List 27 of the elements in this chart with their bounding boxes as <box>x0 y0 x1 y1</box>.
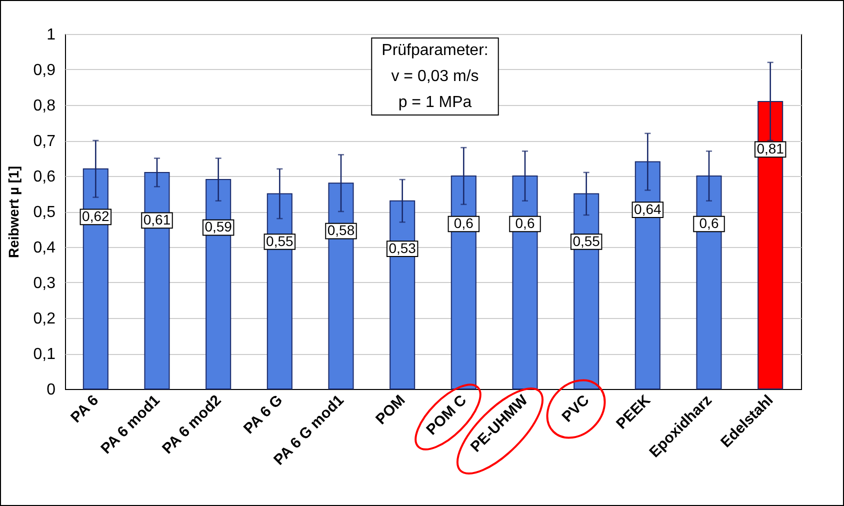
y-tick-label: 0,5 <box>33 204 56 221</box>
data-label: 0,55 <box>266 232 294 249</box>
data-label: 0,64 <box>634 200 662 217</box>
y-tick-label: 0,3 <box>33 275 56 292</box>
y-tick-label: 0,4 <box>33 240 56 256</box>
y-tick-label: 1 <box>46 26 56 44</box>
x-tick-label: PA 6 <box>68 392 102 426</box>
data-label: 0,81 <box>756 140 784 156</box>
data-label: 0,55 <box>572 232 600 249</box>
y-tick-label: 0,2 <box>33 310 56 328</box>
data-label: 0,6 <box>515 215 535 231</box>
data-label: 0,62 <box>82 208 110 224</box>
y-tick-label: 0,7 <box>33 133 56 150</box>
data-label: 0,58 <box>327 222 355 238</box>
y-tick-label: 0 <box>46 382 56 398</box>
y-tick-label: 0,6 <box>33 168 56 186</box>
data-label: 0,53 <box>388 240 416 256</box>
x-tick-label: PA 6 G <box>240 392 286 438</box>
y-axis-title: Reibwert µ [1] <box>5 166 22 258</box>
y-tick-label: 0,9 <box>33 62 56 79</box>
data-label: 0,59 <box>204 218 232 235</box>
annotation: Prüfparameter: v = 0,03 m/s p = 1 MPa <box>382 42 488 111</box>
data-label: 0,6 <box>699 215 719 231</box>
data-label: 0,61 <box>143 211 171 228</box>
y-tick-label: 0,8 <box>33 98 56 114</box>
data-label: 0,6 <box>454 215 474 231</box>
y-tick-label: 0,1 <box>33 346 56 363</box>
